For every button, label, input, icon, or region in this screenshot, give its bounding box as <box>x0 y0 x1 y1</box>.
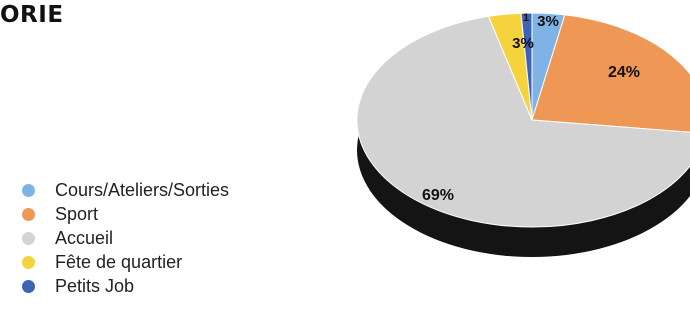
pie-slice <box>520 12 533 121</box>
legend-marker <box>22 279 35 293</box>
legend-marker <box>22 207 35 221</box>
legend: Cours/Ateliers/Sorties Sport Accueil Fête d… <box>22 178 229 298</box>
legend-item: Petits Job <box>22 274 229 298</box>
slice-data-label: 1 <box>523 12 529 24</box>
chart-title: ORIE <box>0 2 64 28</box>
legend-item: Accueil <box>22 226 229 250</box>
legend-marker <box>22 183 35 197</box>
legend-item: Sport <box>22 202 229 226</box>
legend-label: Accueil <box>55 227 114 248</box>
legend-marker <box>22 255 35 269</box>
slice-data-label: 3% <box>512 35 534 52</box>
legend-label: Fête de quartier <box>55 251 183 272</box>
slice-data-label: 69% <box>422 187 454 204</box>
legend-item: Cours/Ateliers/Sorties <box>22 178 229 202</box>
legend-label: Sport <box>55 203 99 224</box>
pie-slice <box>356 15 690 228</box>
legend-marker <box>22 231 35 245</box>
legend-label: Cours/Ateliers/Sorties <box>55 179 230 200</box>
legend-label: Petits Job <box>55 275 135 296</box>
legend-item: Fête de quartier <box>22 250 229 274</box>
slice-data-label: 3% <box>537 13 559 30</box>
pie-slice <box>531 14 690 133</box>
slice-data-label: 24% <box>608 64 640 81</box>
